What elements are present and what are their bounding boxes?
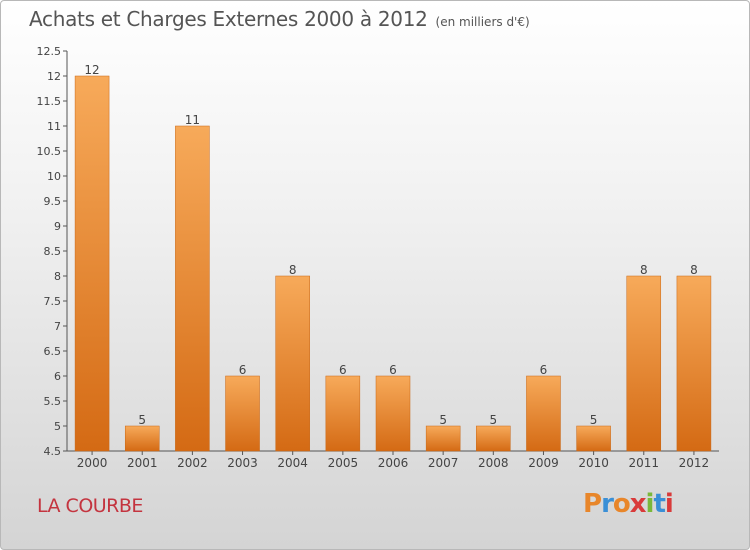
data-label: 8 <box>640 263 648 277</box>
x-tick-label: 2007 <box>428 456 459 470</box>
x-tick-label: 2011 <box>628 456 659 470</box>
data-label: 6 <box>389 363 397 377</box>
logo-letter: i <box>645 489 655 519</box>
y-tick-label: 8 <box>54 270 61 283</box>
y-tick-label: 10 <box>47 170 61 183</box>
data-label: 6 <box>239 363 247 377</box>
x-tick-label: 2006 <box>378 456 409 470</box>
location-label: LA COURBE <box>37 495 143 517</box>
y-tick-label: 4.5 <box>44 445 62 458</box>
bar <box>275 275 310 452</box>
y-tick-label: 10.5 <box>37 145 62 158</box>
logo-letter: r <box>601 489 614 519</box>
bar <box>626 275 662 452</box>
bar <box>676 275 712 452</box>
x-tick-label: 2003 <box>227 456 258 470</box>
bar <box>225 375 260 452</box>
y-tick-label: 5 <box>54 420 61 433</box>
bar <box>124 425 160 452</box>
x-tick-label: 2009 <box>528 456 559 470</box>
y-tick-label: 11.5 <box>37 95 62 108</box>
bar <box>74 75 110 452</box>
y-tick-label: 8.5 <box>44 245 62 258</box>
x-tick-label: 2004 <box>277 456 308 470</box>
x-tick-label: 2000 <box>77 456 108 470</box>
chart-title-block: Achats et Charges Externes 2000 à 2012 (e… <box>29 7 530 31</box>
x-tick-label: 2010 <box>578 456 609 470</box>
y-tick-label: 7.5 <box>44 295 62 308</box>
bar <box>526 375 561 452</box>
data-label: 5 <box>138 413 146 427</box>
bar <box>375 375 411 452</box>
data-label: 5 <box>439 413 447 427</box>
y-tick-label: 12 <box>47 70 61 83</box>
x-tick-label: 2001 <box>127 456 158 470</box>
y-tick-label: 11 <box>47 120 61 133</box>
logo-letter: o <box>612 489 631 519</box>
bar <box>576 425 611 452</box>
data-label: 8 <box>289 263 297 277</box>
bar <box>476 425 511 452</box>
data-label: 12 <box>84 63 99 77</box>
logo-letter: P <box>583 489 602 519</box>
x-tick-label: 2005 <box>328 456 359 470</box>
data-label: 8 <box>690 263 698 277</box>
bar <box>325 375 361 452</box>
data-label: 6 <box>540 363 548 377</box>
chart-title: Achats et Charges Externes 2000 à 2012 <box>29 7 428 31</box>
bar <box>175 125 210 452</box>
x-tick-label: 2012 <box>679 456 710 470</box>
y-tick-label: 6.5 <box>44 345 62 358</box>
proxiti-logo: Proxiti <box>583 489 674 519</box>
logo-letter: t <box>653 489 665 519</box>
y-tick-label: 12.5 <box>37 45 62 58</box>
logo-letter: x <box>629 489 647 519</box>
chart-subtitle: (en milliers d'€) <box>435 15 530 29</box>
y-tick-label: 9.5 <box>44 195 62 208</box>
x-tick-label: 2008 <box>478 456 509 470</box>
bar <box>425 425 461 452</box>
y-tick-label: 9 <box>54 220 61 233</box>
logo-letter: i <box>664 489 674 519</box>
y-tick-label: 6 <box>54 370 61 383</box>
y-tick-label: 5.5 <box>44 395 62 408</box>
data-label: 5 <box>489 413 497 427</box>
data-label: 6 <box>339 363 347 377</box>
data-label: 11 <box>185 113 200 127</box>
x-tick-label: 2002 <box>177 456 208 470</box>
data-label: 5 <box>590 413 598 427</box>
y-tick-label: 7 <box>54 320 61 333</box>
